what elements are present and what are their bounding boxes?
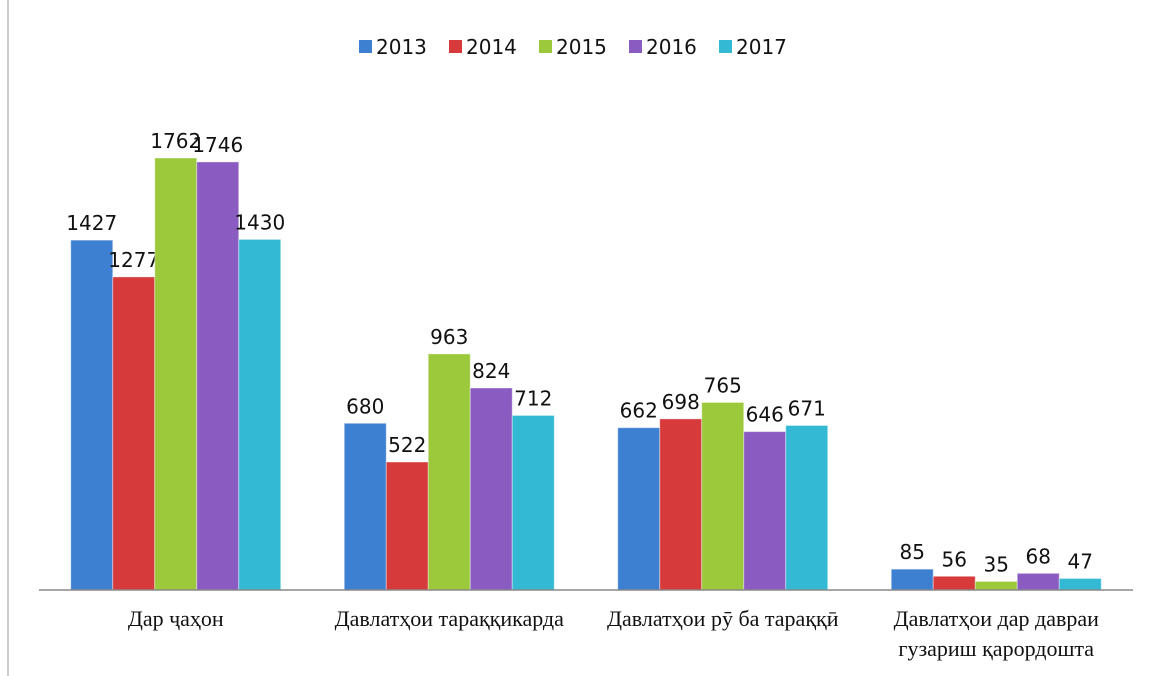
bar — [112, 276, 156, 591]
data-label: 1430 — [234, 210, 285, 234]
legend-label: 2017 — [736, 35, 787, 59]
bar — [511, 414, 555, 591]
data-label: 963 — [430, 325, 468, 349]
data-label: 522 — [388, 433, 426, 457]
bar — [785, 424, 829, 591]
data-label: 47 — [1068, 549, 1093, 573]
legend-swatch — [359, 40, 372, 53]
legend-label: 2015 — [556, 35, 607, 59]
bar — [469, 387, 513, 591]
legend-label: 2016 — [646, 35, 697, 59]
bar — [70, 239, 114, 591]
bar — [1058, 577, 1102, 591]
bar — [154, 157, 198, 591]
data-label: 85 — [900, 540, 925, 564]
data-label: 1746 — [192, 133, 243, 157]
data-label: 671 — [788, 396, 826, 420]
bar — [974, 580, 1018, 591]
data-label: 680 — [346, 394, 384, 418]
legend-swatch — [449, 40, 462, 53]
data-label: 662 — [620, 399, 658, 423]
bar — [1016, 572, 1060, 591]
data-label: 712 — [514, 386, 552, 410]
data-label: 68 — [1026, 544, 1051, 568]
data-label: 56 — [942, 547, 967, 571]
bar — [890, 568, 934, 591]
legend-label: 2014 — [466, 35, 517, 59]
bar — [343, 422, 387, 591]
bar — [238, 238, 282, 591]
bar — [617, 427, 661, 591]
data-label: 1427 — [66, 211, 117, 235]
data-label: 646 — [746, 403, 784, 427]
data-label: 698 — [662, 390, 700, 414]
bar — [743, 431, 787, 591]
data-label: 1762 — [150, 129, 201, 153]
legend-swatch — [539, 40, 552, 53]
x-tick-label: Давлатҳои тараққикарда — [334, 606, 564, 631]
data-label: 824 — [472, 359, 510, 383]
bar — [427, 353, 471, 591]
data-label: 35 — [984, 552, 1009, 576]
x-tick-label: Давлатҳои дар давраи гузариш қарордошта — [893, 606, 1099, 661]
bar — [932, 575, 976, 591]
legend-swatch — [719, 40, 732, 53]
bar — [701, 401, 745, 591]
legend-label: 2013 — [376, 35, 427, 59]
legend-swatch — [629, 40, 642, 53]
data-label: 765 — [704, 373, 742, 397]
data-label: 1277 — [108, 248, 159, 272]
bar — [385, 461, 429, 591]
x-tick-label: Дар ҷаҳон — [127, 606, 224, 631]
x-tick-label: Давлатҳои рӯ ба тараққӣ — [607, 606, 839, 631]
bar — [196, 161, 240, 591]
bar — [659, 418, 703, 591]
